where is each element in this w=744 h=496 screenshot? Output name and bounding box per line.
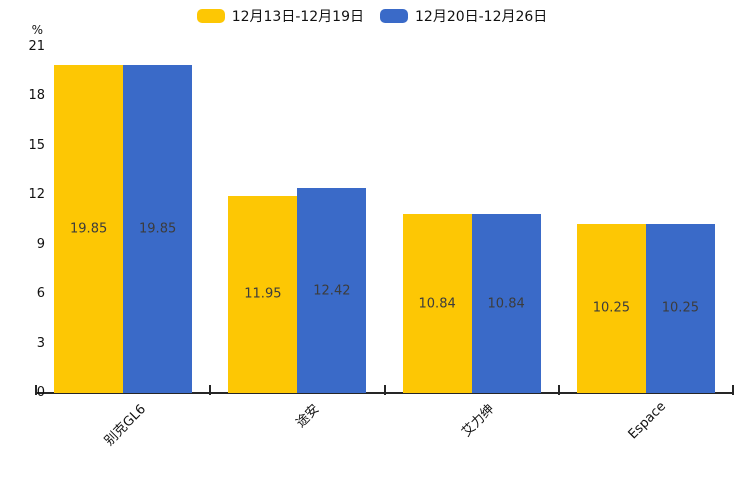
bar-value-label: 12.42 <box>313 283 351 299</box>
bar-value-label: 19.85 <box>70 221 108 237</box>
x-axis-category-label: 途安 <box>293 401 323 431</box>
bar-series2: 12.42 <box>297 188 367 393</box>
legend-label: 12月13日-12月19日 <box>231 9 364 25</box>
x-axis-category-label: Espace <box>625 399 669 443</box>
legend-item[interactable]: 12月20日-12月26日 <box>380 6 547 26</box>
legend-swatch-icon <box>196 9 225 23</box>
x-axis-tick <box>35 385 37 395</box>
legend-swatch-icon <box>380 9 408 23</box>
y-axis-tick-label: 3 <box>36 335 45 351</box>
bar-series1: 19.85 <box>54 65 124 393</box>
bar-value-label: 11.95 <box>244 286 282 302</box>
bar-series1: 10.25 <box>576 223 646 393</box>
y-axis-tick-label: 0 <box>36 385 45 400</box>
y-axis-tick-label: 15 <box>28 137 45 153</box>
bar-value-label: 19.85 <box>139 221 177 237</box>
x-axis-category-label: 别克GL6 <box>101 401 149 449</box>
bar-series2: 10.84 <box>471 214 541 393</box>
bar-series1: 11.95 <box>228 195 298 393</box>
x-axis-tick <box>732 385 734 395</box>
y-axis-unit-label: % <box>31 23 43 37</box>
y-axis-tick-label: 6 <box>36 286 45 301</box>
legend-item[interactable]: 12月13日-12月19日 <box>196 6 364 26</box>
y-axis-tick-label: 21 <box>28 38 45 54</box>
legend: 12月13日-12月19日 12月20日-12月26日 <box>0 6 744 26</box>
bar-series2: 10.25 <box>645 223 715 393</box>
x-axis-category-label: 艾力绅 <box>458 401 498 441</box>
legend-label: 12月20日-12月26日 <box>415 9 548 25</box>
bar-series2: 19.85 <box>123 65 193 393</box>
x-axis-tick <box>557 385 560 395</box>
bar-value-label: 10.84 <box>487 296 525 312</box>
bar-series1: 10.84 <box>402 214 472 393</box>
y-axis-tick-label: 18 <box>28 88 45 103</box>
bar-value-label: 10.25 <box>661 300 699 316</box>
y-axis-tick-label: 9 <box>36 236 45 252</box>
x-axis-tick <box>383 385 386 395</box>
bar-value-label: 10.84 <box>418 296 456 312</box>
x-axis-tick <box>209 385 212 395</box>
bar-value-label: 10.25 <box>592 300 630 316</box>
y-axis-tick-label: 12 <box>28 187 45 202</box>
